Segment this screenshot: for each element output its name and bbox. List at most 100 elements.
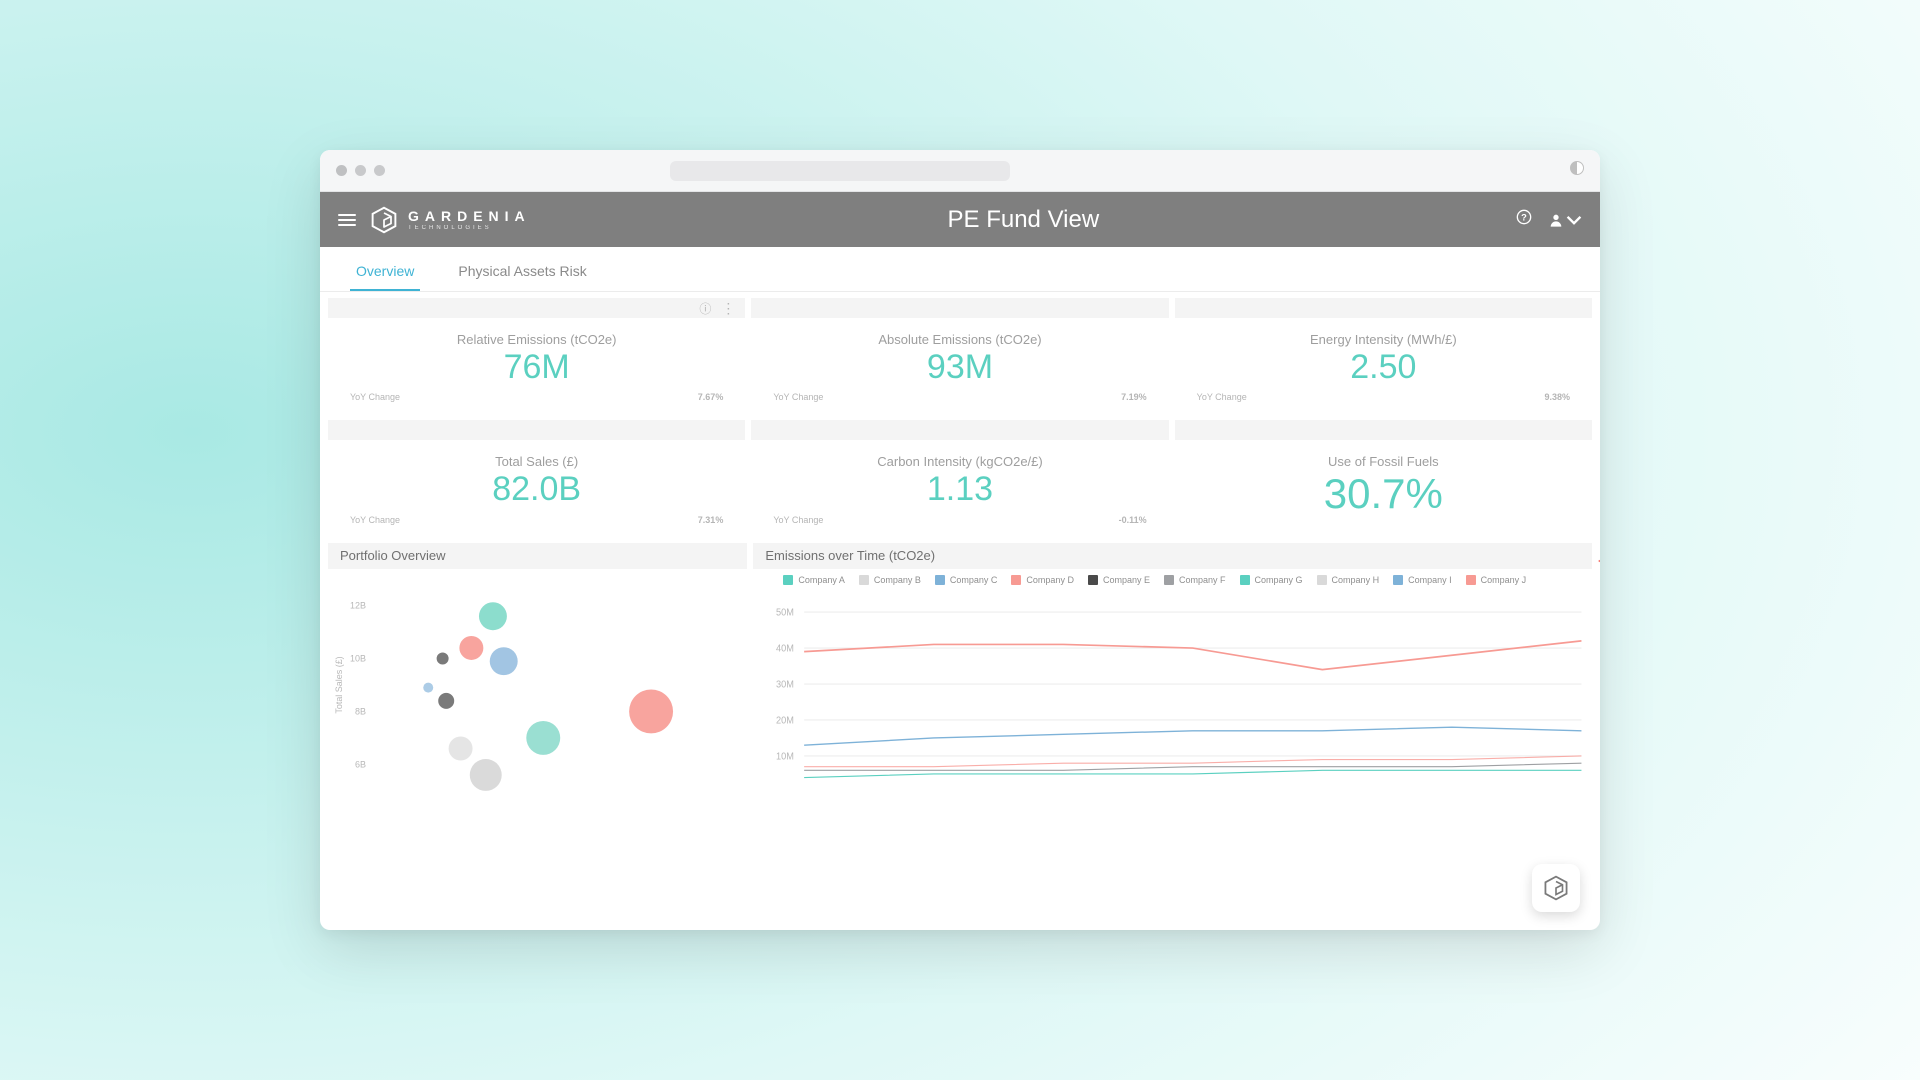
svg-text:10B: 10B [350, 653, 366, 663]
legend-item[interactable]: Company B [859, 575, 921, 585]
legend-label: Company E [1103, 575, 1150, 585]
legend-item[interactable]: Company I [1393, 575, 1452, 585]
series-line [804, 641, 1581, 670]
bubble-point[interactable] [423, 682, 433, 692]
yoy-value: 9.38% [1544, 392, 1570, 402]
bubble-point[interactable] [437, 652, 449, 664]
legend-label: Company H [1332, 575, 1380, 585]
bubble-point[interactable] [470, 759, 502, 791]
legend-item[interactable]: Company C [935, 575, 998, 585]
kpi-header [328, 420, 745, 440]
bubble-point[interactable] [526, 721, 560, 755]
contrast-icon [1570, 161, 1584, 175]
kpi-label: Energy Intensity (MWh/£) [1193, 332, 1574, 347]
tab-physical-assets-risk[interactable]: Physical Assets Risk [452, 255, 592, 291]
legend-item[interactable]: Company E [1088, 575, 1150, 585]
legend-swatch [1317, 575, 1327, 585]
browser-chrome [320, 150, 1600, 192]
assistant-button[interactable] [1532, 864, 1580, 912]
kpi-label: Absolute Emissions (tCO2e) [769, 332, 1150, 347]
kpi-value: 2.50 [1193, 349, 1574, 386]
legend-label: Company J [1481, 575, 1527, 585]
page-title: PE Fund View [545, 206, 1502, 234]
kpi-label: Relative Emissions (tCO2e) [346, 332, 727, 347]
window-close-icon[interactable] [336, 165, 347, 176]
kpi-card: Absolute Emissions (tCO2e)93MYoY Change7… [751, 298, 1168, 414]
tab-overview[interactable]: Overview [350, 255, 420, 291]
info-icon[interactable]: ⓘ [699, 300, 711, 317]
help-button[interactable]: ? [1516, 209, 1532, 230]
legend-swatch [1088, 575, 1098, 585]
yoy-label: YoY Change [773, 515, 823, 525]
legend-item[interactable]: Company F [1164, 575, 1226, 585]
kpi-value: 93M [769, 349, 1150, 386]
window-minimize-icon[interactable] [355, 165, 366, 176]
chart-legend: Company A Company B Company C Company D Comp… [753, 569, 1592, 585]
kpi-value: 76M [346, 349, 727, 386]
bubble-point[interactable] [459, 636, 483, 660]
legend-swatch [1011, 575, 1021, 585]
legend-label: Company C [950, 575, 998, 585]
kpi-header [1175, 298, 1592, 318]
bubble-point[interactable] [438, 693, 454, 709]
brand-logo[interactable]: GARDENIA TECHNOLOGIES [370, 206, 531, 234]
kpi-card: Carbon Intensity (kgCO2e/£) 1.13 YoY Chang… [751, 420, 1168, 536]
kpi-value: 1.13 [769, 471, 1150, 508]
legend-item[interactable]: Company D [1011, 575, 1074, 585]
window-controls[interactable] [336, 165, 385, 176]
tabs: Overview Physical Assets Risk [320, 247, 1600, 292]
legend-item[interactable]: Company H [1317, 575, 1380, 585]
panel-title: Portfolio Overview [328, 543, 747, 569]
yoy-label: YoY Change [773, 392, 823, 402]
kpi-card: Total Sales (£)82.0BYoY Change7.31% [328, 420, 745, 536]
series-line [804, 770, 1581, 777]
kpi-label: Carbon Intensity (kgCO2e/£) [769, 454, 1150, 469]
kpi-footer: YoY Change 7.31% [346, 515, 727, 525]
legend-swatch [1393, 575, 1403, 585]
chevron-down-icon [1566, 212, 1582, 228]
bubble-point[interactable] [449, 736, 473, 760]
legend-label: Company F [1179, 575, 1226, 585]
yoy-value: 7.67% [698, 392, 724, 402]
legend-item[interactable]: Company J [1466, 575, 1527, 585]
bubble-point[interactable] [629, 689, 673, 733]
kpi-grid: ⓘ⋮Relative Emissions (tCO2e)76MYoY Chang… [328, 298, 1592, 537]
legend-label: Company G [1255, 575, 1303, 585]
series-line [804, 756, 1581, 767]
svg-text:?: ? [1521, 212, 1527, 222]
user-menu[interactable] [1548, 212, 1582, 228]
svg-text:40M: 40M [776, 643, 794, 655]
legend-item[interactable]: Company G [1240, 575, 1303, 585]
svg-text:6B: 6B [355, 759, 366, 769]
bubble-point[interactable] [490, 647, 518, 675]
brand-tagline: TECHNOLOGIES [408, 225, 531, 231]
browser-theme-toggle[interactable] [1570, 161, 1584, 180]
svg-text:20M: 20M [776, 715, 794, 727]
kpi-header [1175, 420, 1592, 440]
svg-text:10M: 10M [776, 751, 794, 763]
menu-button[interactable] [338, 214, 356, 226]
kpi-header [751, 420, 1168, 440]
panel-title: Emissions over Time (tCO2e) [753, 543, 1592, 569]
kpi-card: Energy Intensity (MWh/£) 2.50 YoY Change9.… [1175, 298, 1592, 414]
kpi-footer: YoY Change7.67% [346, 392, 727, 402]
address-bar[interactable] [670, 161, 1010, 181]
kpi-label: Use of Fossil Fuels [1193, 454, 1574, 469]
bubble-point[interactable] [479, 602, 507, 630]
kpi-card: Use of Fossil Fuels30.7% [1175, 420, 1592, 536]
legend-item[interactable]: Company A [783, 575, 845, 585]
yoy-value: 7.31% [698, 515, 724, 525]
kpi-header [751, 298, 1168, 318]
svg-text:50M: 50M [776, 607, 794, 619]
emissions-line-chart: 50M 40M 30M 20M 10M [753, 585, 1592, 801]
content: ⓘ⋮Relative Emissions (tCO2e)76MYoY Chang… [320, 292, 1600, 930]
svg-text:30M: 30M [776, 679, 794, 691]
emissions-over-time-panel: Emissions over Time (tCO2e) Company ACom… [753, 543, 1592, 801]
logo-mark-icon [370, 206, 398, 234]
legend-swatch [1164, 575, 1174, 585]
window-maximize-icon[interactable] [374, 165, 385, 176]
yoy-value: -0.11% [1119, 515, 1147, 525]
yoy-label: YoY Change [350, 515, 400, 525]
kpi-footer: YoY Change9.38% [1193, 392, 1574, 402]
brand-name: GARDENIA [408, 209, 531, 223]
